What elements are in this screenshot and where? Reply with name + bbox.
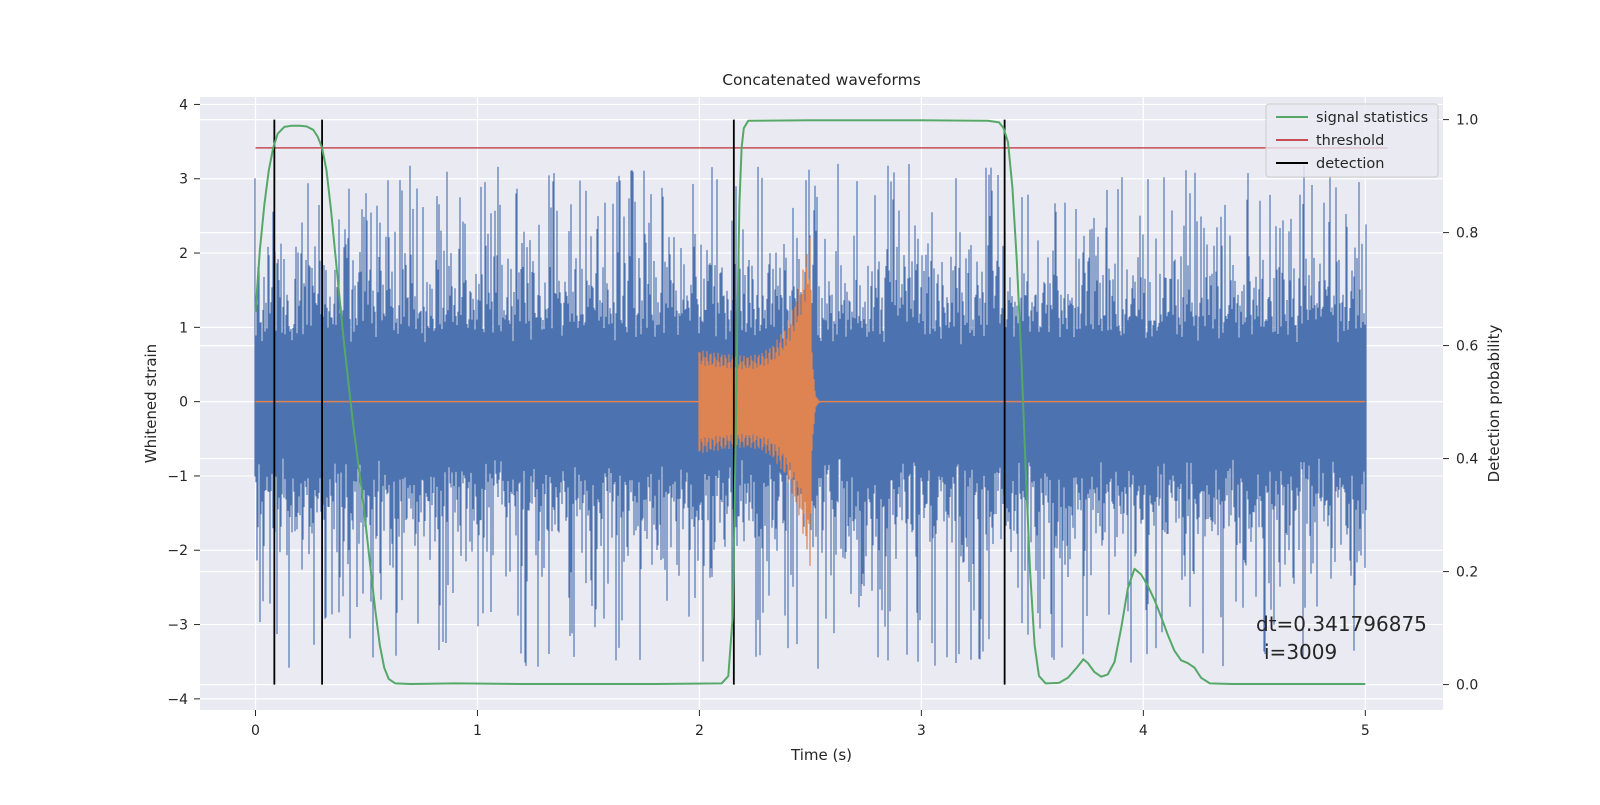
y2-tick-label: 0.6 <box>1456 339 1478 355</box>
y2-tick-label: 0.4 <box>1456 452 1478 468</box>
y-tick-label: 0 <box>179 395 188 411</box>
x-tick-label: 2 <box>695 723 704 739</box>
y2-axis-label: Detection probability <box>1485 325 1503 483</box>
y-tick-label: −1 <box>167 469 188 485</box>
legend-label-threshold: threshold <box>1316 133 1384 149</box>
annotation-dt: dt=0.341796875 <box>1256 612 1427 636</box>
x-tick-label: 4 <box>1139 723 1148 739</box>
annotation-i: i=3009 <box>1264 640 1337 664</box>
ticks-layer: 0 1 2 3 4 5 4 3 2 1 0 −1 −2 −3 −4 1.0 0.8 0.6 0.4 0.2 0.0 <box>167 97 1478 739</box>
x-tick-label: 1 <box>473 723 482 739</box>
x-tick-label: 0 <box>251 723 260 739</box>
series-chirp <box>698 237 823 566</box>
y-tick-label: 4 <box>179 97 188 113</box>
series-signal-statistics <box>254 119 1366 685</box>
y-axis-label: Whitened strain <box>142 344 160 463</box>
chart-title: Concatenated waveforms <box>722 71 921 89</box>
x-tick-label: 5 <box>1361 723 1370 739</box>
y-tick-label: −2 <box>167 543 188 559</box>
y2-tick-label: 1.0 <box>1456 113 1478 129</box>
y-tick-label: 3 <box>179 172 188 188</box>
legend-label-detection: detection <box>1316 156 1384 172</box>
x-axis-label: Time (s) <box>790 746 852 764</box>
legend-box <box>1265 103 1439 178</box>
y-tick-label: −4 <box>167 692 188 708</box>
y2-tick-label: 0.2 <box>1456 565 1478 581</box>
y-tick-label: −3 <box>167 618 188 634</box>
y-tick-label: 2 <box>179 246 188 262</box>
legend: signal statistics threshold detection <box>1265 103 1439 178</box>
x-tick-label: 3 <box>917 723 926 739</box>
y2-tick-label: 0.8 <box>1456 226 1478 242</box>
legend-label-signal-statistics: signal statistics <box>1316 110 1428 126</box>
y-tick-label: 1 <box>179 320 188 336</box>
series-layer <box>254 119 1388 685</box>
y2-tick-label: 0.0 <box>1456 678 1478 694</box>
